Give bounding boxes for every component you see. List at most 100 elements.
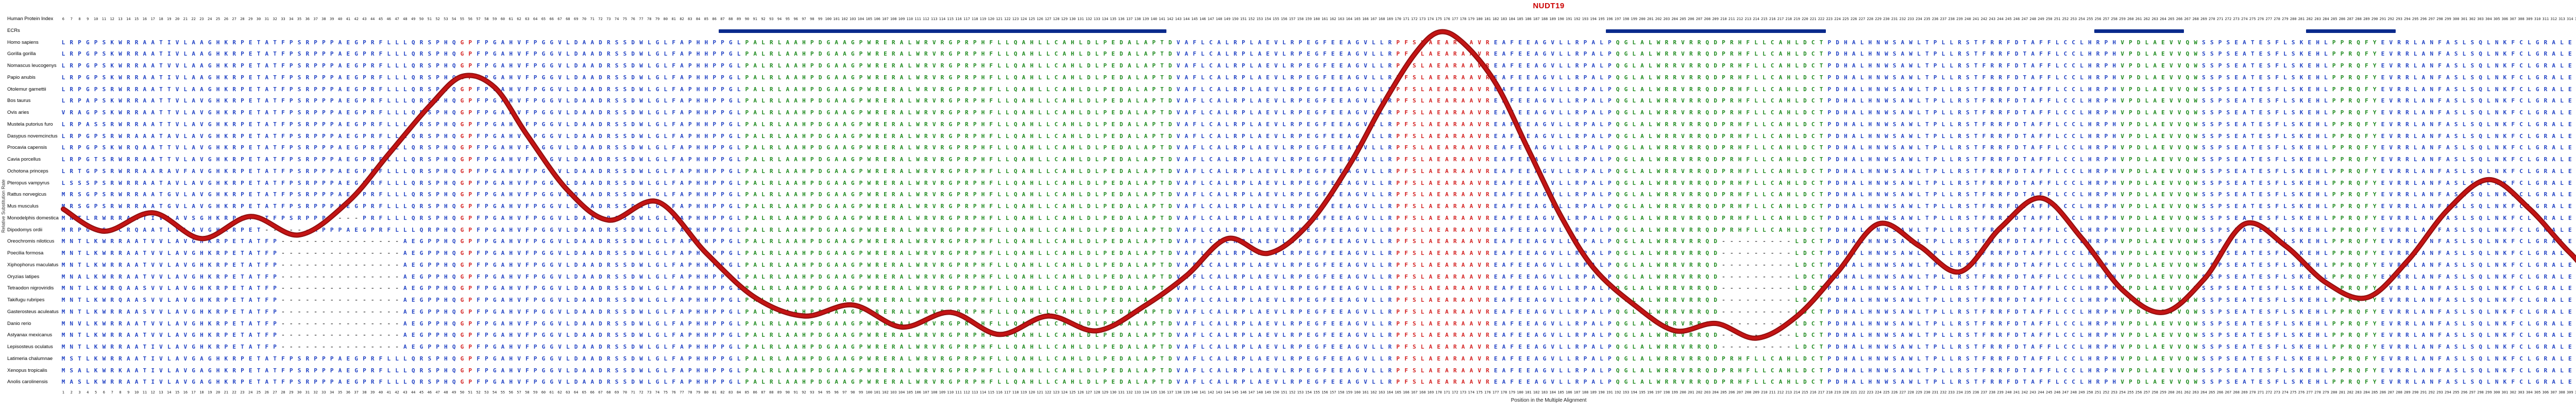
residue-cell: P bbox=[289, 39, 293, 46]
residue-cell: L bbox=[1860, 39, 1864, 46]
residue-cell: L bbox=[1950, 97, 1954, 105]
residue-cell: T bbox=[2023, 62, 2027, 69]
residue-cell: L bbox=[1917, 132, 1921, 140]
index-tick: 103 bbox=[890, 390, 897, 394]
residue-cell: S bbox=[2210, 74, 2214, 81]
residue-cell: R bbox=[134, 62, 139, 69]
residue-cell: G bbox=[2535, 50, 2539, 58]
residue-cell: Q bbox=[1013, 74, 1018, 81]
residue-cell: S bbox=[2470, 121, 2475, 128]
index-tick: 232 bbox=[1940, 390, 1947, 394]
residue-cell: F bbox=[2275, 97, 2279, 105]
residue-cell: P bbox=[2104, 97, 2108, 105]
residue-cell: A bbox=[338, 97, 342, 105]
residue-cell: A bbox=[501, 121, 505, 128]
index-tick: 242 bbox=[2021, 390, 2028, 394]
index-tick: 235 bbox=[1924, 17, 1930, 22]
index-tick: 172 bbox=[1411, 17, 1418, 22]
residue-cell: H bbox=[444, 132, 448, 140]
residue-cell: V bbox=[1681, 144, 1685, 151]
residue-cell: P bbox=[2332, 121, 2336, 128]
residue-cell: E bbox=[2259, 144, 2263, 151]
residue-cell: A bbox=[2446, 109, 2450, 116]
residue-cell: R bbox=[1689, 144, 1693, 151]
residue-cell: A bbox=[2153, 132, 2157, 140]
residue-cell: L bbox=[2528, 74, 2531, 81]
residue-cell: L bbox=[566, 121, 570, 128]
residue-cell: L bbox=[1941, 121, 1945, 128]
residue-cell: D bbox=[2137, 109, 2141, 116]
residue-cell: Q bbox=[2185, 109, 2190, 116]
residue-cell: P bbox=[94, 167, 98, 175]
residue-cell: L bbox=[183, 144, 188, 151]
residue-cell: P bbox=[859, 109, 863, 116]
residue-cell: L bbox=[1860, 109, 1864, 116]
residue-cell: D bbox=[1087, 97, 1091, 105]
residue-cell: R bbox=[1697, 85, 1701, 93]
residue-cell: P bbox=[810, 121, 814, 128]
residue-cell: A bbox=[1445, 121, 1449, 128]
residue-cell: P bbox=[859, 167, 863, 175]
residue-cell: P bbox=[2340, 144, 2344, 151]
residue-cell: N bbox=[2430, 144, 2434, 151]
residue-cell: V bbox=[932, 109, 936, 116]
residue-cell: S bbox=[2226, 50, 2230, 58]
residue-cell: P bbox=[1396, 39, 1400, 46]
residue-cell: P bbox=[468, 144, 472, 151]
residue-cell: D bbox=[1836, 156, 1839, 163]
residue-cell: P bbox=[1242, 109, 1245, 116]
residue-cell: A bbox=[2552, 144, 2556, 151]
residue-cell: A bbox=[151, 50, 155, 58]
residue-cell: S bbox=[2291, 121, 2295, 128]
residue-cell: G bbox=[354, 109, 358, 116]
index-tick: 269 bbox=[2200, 17, 2207, 22]
residue-cell: A bbox=[900, 62, 904, 69]
residue-cell: G bbox=[354, 39, 358, 46]
index-tick: 111 bbox=[914, 17, 921, 22]
residue-cell: K bbox=[2503, 50, 2507, 58]
residue-cell: R bbox=[2405, 39, 2409, 46]
index-tick: 66 bbox=[549, 17, 554, 22]
index-tick: 104 bbox=[898, 390, 905, 394]
residue-cell: D bbox=[599, 156, 602, 163]
residue-cell: G bbox=[493, 85, 497, 93]
residue-cell: L bbox=[2462, 156, 2466, 163]
residue-cell: T bbox=[2023, 39, 2027, 46]
residue-cell: L bbox=[1095, 62, 1099, 69]
residue-cell: L bbox=[1380, 156, 1384, 163]
residue-cell: V bbox=[175, 62, 179, 69]
residue-cell: A bbox=[143, 50, 147, 58]
residue-cell: A bbox=[2243, 109, 2246, 116]
residue-cell: F bbox=[2511, 74, 2515, 81]
residue-cell: S bbox=[623, 121, 627, 128]
index-tick: 256 bbox=[2094, 17, 2102, 22]
residue-cell: S bbox=[428, 97, 432, 105]
index-tick: 61 bbox=[549, 390, 554, 394]
residue-cell: P bbox=[2104, 62, 2108, 69]
residue-cell: L bbox=[1632, 62, 1636, 69]
residue-cell: S bbox=[102, 62, 106, 69]
residue-cell: D bbox=[818, 144, 822, 151]
residue-cell: P bbox=[1396, 97, 1400, 105]
residue-cell: A bbox=[794, 85, 798, 93]
residue-cell: G bbox=[541, 74, 546, 81]
index-tick: 32 bbox=[313, 390, 318, 394]
residue-cell: L bbox=[1941, 97, 1945, 105]
residue-cell: R bbox=[1575, 144, 1579, 151]
residue-cell: S bbox=[2291, 39, 2295, 46]
residue-cell: L bbox=[737, 132, 741, 140]
residue-cell: E bbox=[1494, 156, 1498, 163]
index-tick: 286 bbox=[2338, 17, 2346, 22]
residue-cell: A bbox=[192, 39, 195, 46]
residue-cell: W bbox=[1909, 156, 1913, 163]
residue-cell: G bbox=[541, 50, 546, 58]
residue-cell: R bbox=[2544, 144, 2548, 151]
residue-cell: V bbox=[1681, 109, 1685, 116]
residue-cell: V bbox=[1364, 39, 1367, 46]
residue-cell: V bbox=[1176, 121, 1180, 128]
residue-cell: L bbox=[1754, 85, 1758, 93]
index-tick: 67 bbox=[598, 390, 603, 394]
residue-cell: R bbox=[940, 121, 944, 128]
residue-cell: E bbox=[2308, 74, 2312, 81]
residue-cell: L bbox=[1648, 50, 1652, 58]
